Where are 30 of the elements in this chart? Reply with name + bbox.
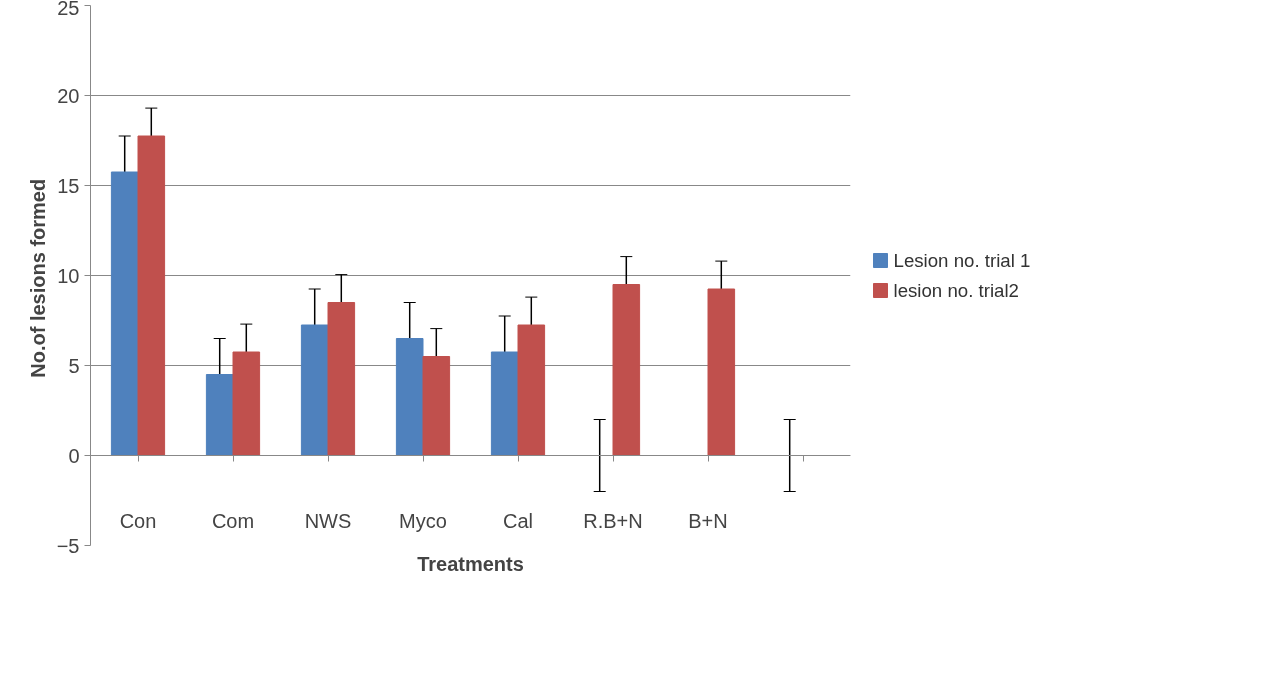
legend-label: lesion no. trial2 bbox=[893, 280, 1019, 301]
bar bbox=[300, 324, 329, 456]
x-tick-label: Com bbox=[211, 509, 255, 532]
y-tick-label: 10 bbox=[57, 264, 80, 287]
x-tick-label: Con bbox=[119, 509, 157, 532]
bar bbox=[232, 351, 261, 456]
bar bbox=[490, 351, 519, 456]
x-tick-label: NWS bbox=[304, 509, 352, 532]
bar bbox=[517, 324, 546, 456]
bar bbox=[422, 356, 451, 456]
x-tick-label: Cal bbox=[503, 509, 534, 532]
bar bbox=[327, 302, 356, 456]
bar bbox=[137, 135, 166, 456]
bar bbox=[707, 288, 736, 456]
x-axis-title: Treatments bbox=[417, 552, 524, 575]
bar bbox=[205, 374, 234, 456]
bar bbox=[110, 171, 139, 456]
bar bbox=[395, 338, 424, 456]
y-tick-label: 0 bbox=[68, 444, 80, 467]
y-tick-label: 5 bbox=[68, 354, 80, 377]
y-tick-label: 25 bbox=[57, 0, 80, 19]
legend-label: Lesion no. trial 1 bbox=[893, 250, 1031, 271]
x-tick-label: Myco bbox=[399, 509, 447, 532]
x-tick-label: R.B+N bbox=[583, 509, 643, 532]
y-tick-label: 20 bbox=[57, 84, 80, 107]
y-tick-label: −5 bbox=[56, 534, 80, 557]
x-tick-label: B+N bbox=[688, 509, 728, 532]
y-tick-label: 15 bbox=[57, 174, 80, 197]
bar bbox=[612, 284, 641, 456]
y-axis-title: No.of lesions formed bbox=[26, 178, 49, 378]
